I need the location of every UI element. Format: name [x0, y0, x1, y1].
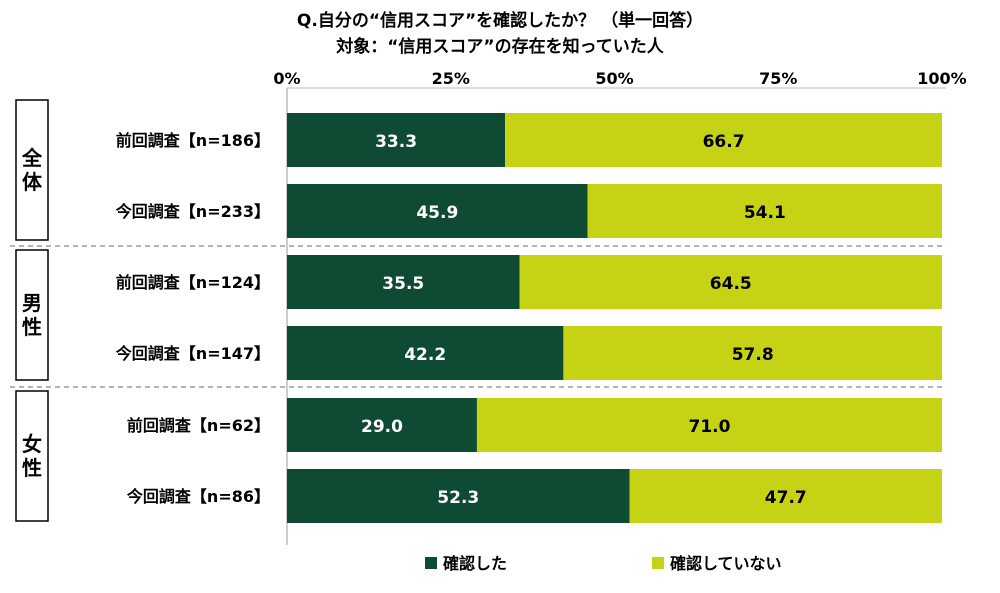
value-label: 71.0	[688, 417, 730, 437]
group-box	[15, 99, 49, 241]
x-axis-ticks: 0% 25% 50% 75% 100%	[273, 69, 966, 88]
value-label: 54.1	[744, 203, 786, 223]
chart-title: Q.自分の“信用スコア”を確認したか？ （単一回答）	[297, 10, 703, 31]
value-label: 47.7	[765, 488, 807, 508]
group-label-char: 女	[22, 432, 42, 456]
group-box	[15, 249, 49, 381]
bar-segment	[287, 113, 506, 167]
value-label: 45.9	[416, 203, 458, 223]
row-label: 今回調査【n=86】	[126, 487, 270, 506]
row-label: 前回調査【n=62】	[127, 416, 270, 435]
bar-segment	[287, 398, 477, 452]
value-label: 35.5	[382, 274, 424, 294]
bar-rows: 前回調査【n=186】 33.3 66.7 今回調査【n=233】 45.9 54.1 前回…	[115, 113, 942, 523]
x-tick-label: 50%	[595, 69, 633, 88]
value-label: 33.3	[375, 132, 417, 152]
bar-segment	[287, 255, 520, 309]
bar-segment	[519, 255, 942, 309]
row-label: 今回調査【n=233】	[115, 202, 270, 221]
value-label: 29.0	[361, 417, 403, 437]
bar-segment	[629, 469, 942, 523]
bar-segment	[587, 184, 942, 238]
value-label: 57.8	[732, 345, 774, 365]
chart-subtitle: 対象：“信用スコア”の存在を知っていた人	[335, 36, 664, 57]
row-label: 前回調査【n=124】	[116, 273, 270, 292]
value-label: 42.2	[404, 345, 446, 365]
bar-segment	[505, 113, 942, 167]
row-label: 前回調査【n=186】	[116, 131, 270, 150]
legend-label: 確認していない	[670, 554, 782, 573]
group-label-char: 性	[22, 315, 42, 339]
bar-segment	[287, 469, 630, 523]
bar-segment	[287, 184, 588, 238]
legend-swatch	[425, 557, 437, 569]
group-label-char: 男	[22, 291, 42, 315]
value-label: 52.3	[437, 488, 479, 508]
value-label: 66.7	[703, 132, 745, 152]
x-tick-label: 100%	[917, 69, 966, 88]
group-label-char: 体	[22, 170, 43, 194]
legend-label: 確認した	[443, 554, 507, 573]
bar-segment	[476, 398, 942, 452]
legend-swatch	[652, 557, 664, 569]
bar-segment	[563, 326, 942, 380]
group-box	[15, 390, 49, 522]
x-tick-label: 25%	[432, 69, 470, 88]
bar-segment	[287, 326, 564, 380]
group-label-char: 全	[21, 146, 43, 170]
legend: 確認した 確認していない	[425, 554, 782, 573]
value-label: 64.5	[710, 274, 752, 294]
group-label-char: 性	[22, 456, 42, 480]
x-tick-label: 75%	[759, 69, 797, 88]
x-tick-label: 0%	[273, 69, 300, 88]
row-label: 今回調査【n=147】	[115, 344, 270, 363]
